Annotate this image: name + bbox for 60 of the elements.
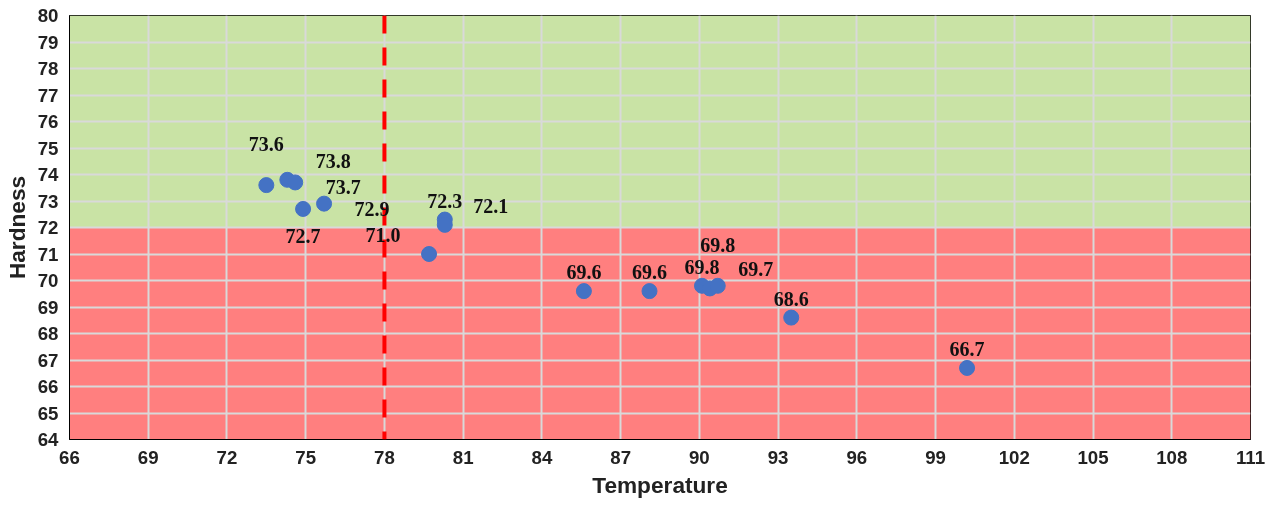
y-tick-label: 64 bbox=[37, 429, 60, 450]
y-tick-label: 66 bbox=[37, 376, 59, 397]
x-tick-label: 99 bbox=[925, 446, 946, 468]
y-tick-label: 69 bbox=[37, 296, 59, 318]
y-axis-title: Hardness bbox=[3, 175, 30, 280]
x-tick-label: 81 bbox=[452, 446, 474, 468]
text: 66.7 bbox=[949, 337, 985, 360]
y-tick-label: 73 bbox=[37, 190, 59, 212]
text: 72.3 bbox=[427, 189, 463, 212]
x-tick-label: 90 bbox=[688, 446, 710, 468]
y-tick-label: 77 bbox=[37, 84, 59, 106]
x-tick-label: 102 bbox=[998, 446, 1030, 468]
x-tick-label: 105 bbox=[1077, 446, 1109, 468]
text: 69.6 bbox=[566, 261, 602, 284]
point bbox=[959, 359, 976, 376]
text: 72.7 bbox=[285, 224, 321, 247]
text: 69.8 bbox=[684, 255, 720, 278]
y-tick-label: 79 bbox=[37, 31, 59, 53]
x-tick-label: 75 bbox=[295, 446, 317, 468]
x-tick-label: 93 bbox=[767, 446, 789, 468]
point bbox=[575, 283, 592, 300]
text: 72.1 bbox=[473, 194, 509, 217]
y-tick-label: 72 bbox=[37, 217, 59, 238]
y-tick-label: 78 bbox=[37, 58, 59, 79]
x-tick-label: 96 bbox=[846, 446, 868, 468]
y-tick-label: 75 bbox=[37, 137, 59, 159]
point bbox=[295, 200, 312, 217]
y-tick-label: 68 bbox=[37, 323, 59, 344]
point bbox=[709, 277, 726, 294]
y-tick-label: 76 bbox=[37, 111, 59, 132]
point bbox=[783, 309, 800, 326]
x-tick-label: 108 bbox=[1156, 446, 1188, 468]
text: 69.8 bbox=[700, 233, 736, 256]
text: 69.7 bbox=[738, 258, 774, 281]
x-tick-label: 87 bbox=[610, 446, 632, 468]
x-tick-label: 72 bbox=[216, 446, 238, 468]
text: 73.7 bbox=[325, 176, 361, 199]
y-tick-label: 71 bbox=[37, 243, 59, 265]
x-tick-label: 111 bbox=[1235, 446, 1266, 468]
point bbox=[421, 246, 438, 262]
x-tick-label: 69 bbox=[137, 446, 159, 468]
y-tick-label: 67 bbox=[37, 349, 59, 371]
x-tick-label: 66 bbox=[59, 446, 80, 468]
text: 68.6 bbox=[773, 287, 809, 310]
point bbox=[641, 283, 658, 300]
text: 71.0 bbox=[365, 224, 401, 246]
text: 72.9 bbox=[354, 197, 390, 220]
point bbox=[316, 195, 333, 212]
text: 73.6 bbox=[248, 133, 284, 156]
y-tick-label: 74 bbox=[37, 164, 60, 185]
x-axis-title: Temperature bbox=[592, 471, 728, 498]
point bbox=[258, 177, 275, 194]
x-tick-label: 78 bbox=[374, 446, 395, 468]
text: 73.8 bbox=[315, 149, 351, 172]
y-tick-label: 80 bbox=[37, 5, 59, 26]
y-tick-label: 65 bbox=[37, 402, 59, 424]
point bbox=[287, 174, 304, 191]
x-tick-label: 84 bbox=[531, 446, 553, 468]
y-tick-label: 70 bbox=[37, 270, 59, 291]
text: 69.6 bbox=[632, 261, 667, 284]
